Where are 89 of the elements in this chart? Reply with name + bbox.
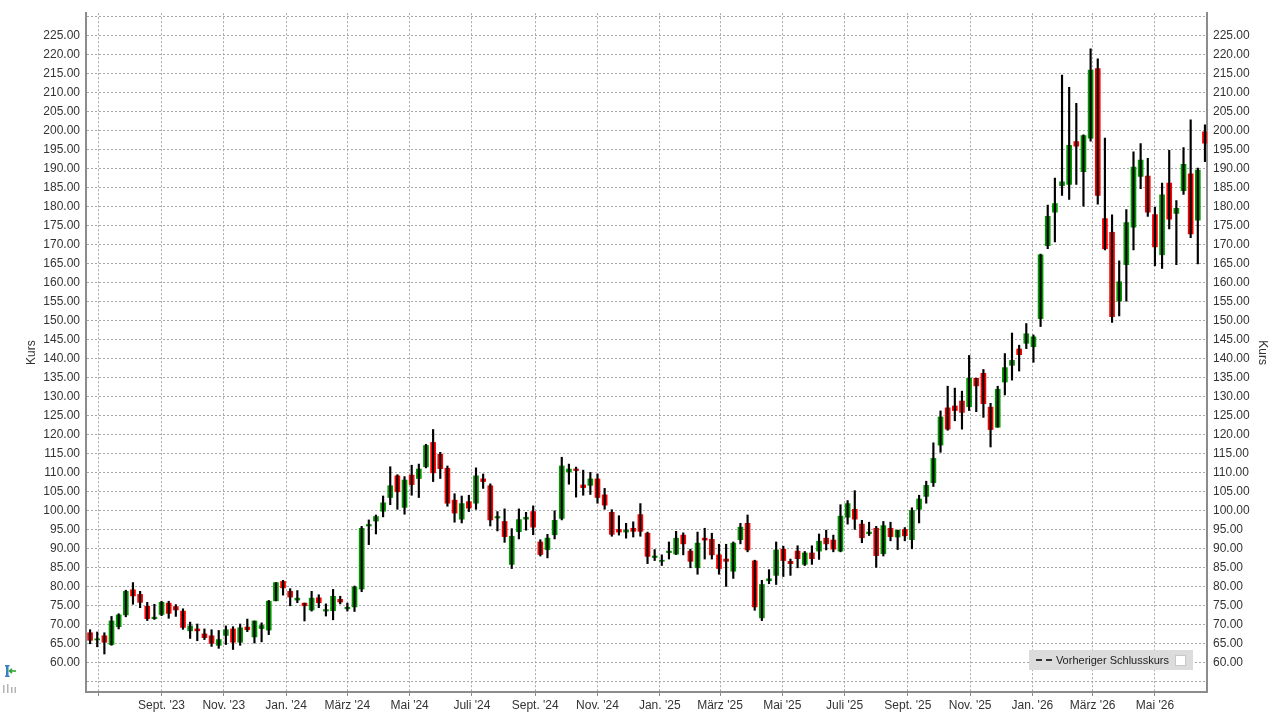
y-tick-label: 100.00 xyxy=(43,503,81,518)
y2-tick-label: 200.00 xyxy=(1213,123,1251,138)
legend-label: Vorheriger Schlusskurs xyxy=(1055,654,1169,666)
y2-tick-label: 135.00 xyxy=(1213,370,1251,385)
y2-tick-label: 210.00 xyxy=(1213,85,1251,100)
y-tick-label: 85.00 xyxy=(49,560,81,575)
y2-tick-label: 195.00 xyxy=(1213,142,1251,157)
y-tick-label: 155.00 xyxy=(43,294,81,309)
y-tick-label: 95.00 xyxy=(49,522,81,537)
x-tick-label: Mai '24 xyxy=(390,697,430,712)
y-tick-label: 110.00 xyxy=(44,465,81,480)
y-tick-label: 215.00 xyxy=(43,66,81,81)
x-tick-label: Mai '26 xyxy=(1135,697,1175,712)
y-tick-label: 190.00 xyxy=(43,161,81,176)
y2-tick-label: 90.00 xyxy=(1213,541,1244,556)
y-tick-label: 170.00 xyxy=(43,237,81,252)
y-tick-label: 135.00 xyxy=(43,370,81,385)
y-tick-label: 165.00 xyxy=(43,256,81,271)
y2-tick-label: 115.00 xyxy=(1213,446,1250,461)
y2-tick-label: 190.00 xyxy=(1213,161,1251,176)
y-tick-label: 105.00 xyxy=(43,484,81,499)
y2-tick-label: 155.00 xyxy=(1213,294,1251,309)
y2-tick-label: 100.00 xyxy=(1213,503,1251,518)
x-tick-label: Jan. '25 xyxy=(638,697,681,712)
x-tick-label: Jan. '24 xyxy=(265,697,308,712)
x-tick-label: Nov. '23 xyxy=(202,697,246,712)
y-tick-label: 80.00 xyxy=(49,579,81,594)
y2-tick-label: 145.00 xyxy=(1213,332,1251,347)
y-tick-label: 185.00 xyxy=(43,180,81,195)
x-tick-label: Juli '24 xyxy=(453,697,491,712)
x-tick-label: März '26 xyxy=(1069,697,1116,712)
y-tick-label: 205.00 xyxy=(43,104,81,119)
y2-tick-label: 65.00 xyxy=(1213,636,1244,651)
y-tick-label: 130.00 xyxy=(43,389,81,404)
y-tick-label: 160.00 xyxy=(43,275,81,290)
y2-tick-label: 220.00 xyxy=(1213,47,1251,62)
y2-tick-label: 125.00 xyxy=(1213,408,1251,423)
x-tick-label: Nov. '24 xyxy=(576,697,620,712)
x-tick-label: Sept. '23 xyxy=(138,697,186,712)
y2-tick-label: 60.00 xyxy=(1213,655,1244,670)
y2-axis-title: Kurs xyxy=(1256,340,1271,365)
y2-tick-label: 180.00 xyxy=(1213,199,1251,214)
x-tick-label: Juli '25 xyxy=(826,697,864,712)
y-tick-label: 145.00 xyxy=(43,332,81,347)
y2-tick-label: 105.00 xyxy=(1213,484,1251,499)
y2-tick-label: 95.00 xyxy=(1213,522,1244,537)
y-tick-label: 180.00 xyxy=(43,199,81,214)
y-tick-label: 90.00 xyxy=(49,541,81,556)
y-tick-label: 120.00 xyxy=(43,427,81,442)
y2-tick-label: 130.00 xyxy=(1213,389,1251,404)
y2-tick-label: 185.00 xyxy=(1213,180,1251,195)
x-tick-label: März '24 xyxy=(324,697,371,712)
y-tick-label: 125.00 xyxy=(43,408,81,423)
y2-tick-label: 175.00 xyxy=(1213,218,1251,233)
y-tick-label: 60.00 xyxy=(49,655,81,670)
y-tick-label: 70.00 xyxy=(49,617,81,632)
y-tick-label: 210.00 xyxy=(43,85,81,100)
candlestick xyxy=(273,582,279,602)
y2-tick-label: 170.00 xyxy=(1213,237,1251,252)
y-tick-label: 65.00 xyxy=(49,636,81,651)
y-tick-label: 220.00 xyxy=(43,47,81,62)
y-tick-label: 175.00 xyxy=(43,218,81,233)
y-tick-label: 200.00 xyxy=(43,123,81,138)
x-tick-label: Sept. '25 xyxy=(884,697,932,712)
y2-tick-label: 75.00 xyxy=(1213,598,1244,613)
y-tick-label: 225.00 xyxy=(43,28,81,43)
y2-tick-label: 160.00 xyxy=(1213,275,1251,290)
x-tick-label: Nov. '25 xyxy=(948,697,992,712)
y-tick-label: 140.00 xyxy=(43,351,81,366)
x-tick-label: Sept. '24 xyxy=(511,697,560,712)
y2-tick-label: 205.00 xyxy=(1213,104,1251,119)
y2-tick-label: 140.00 xyxy=(1213,351,1251,366)
y-tick-label: 150.00 xyxy=(43,313,81,328)
y-tick-label: 115.00 xyxy=(44,446,81,461)
y2-tick-label: 150.00 xyxy=(1213,313,1251,328)
y2-tick-label: 165.00 xyxy=(1213,256,1251,271)
y2-tick-label: 110.00 xyxy=(1213,465,1250,480)
x-tick-label: Mai '25 xyxy=(763,697,802,712)
y-tick-label: 75.00 xyxy=(49,598,81,613)
x-tick-label: März '25 xyxy=(697,697,744,712)
y2-tick-label: 120.00 xyxy=(1213,427,1251,442)
y2-tick-label: 225.00 xyxy=(1213,28,1251,43)
y-tick-label: 195.00 xyxy=(43,142,81,157)
y-axis-title: Kurs xyxy=(23,340,38,365)
x-tick-label: Jan. '26 xyxy=(1011,697,1054,712)
y2-tick-label: 215.00 xyxy=(1213,66,1251,81)
y2-tick-label: 85.00 xyxy=(1213,560,1244,575)
y2-tick-label: 80.00 xyxy=(1213,579,1244,594)
y2-tick-label: 70.00 xyxy=(1213,617,1244,632)
